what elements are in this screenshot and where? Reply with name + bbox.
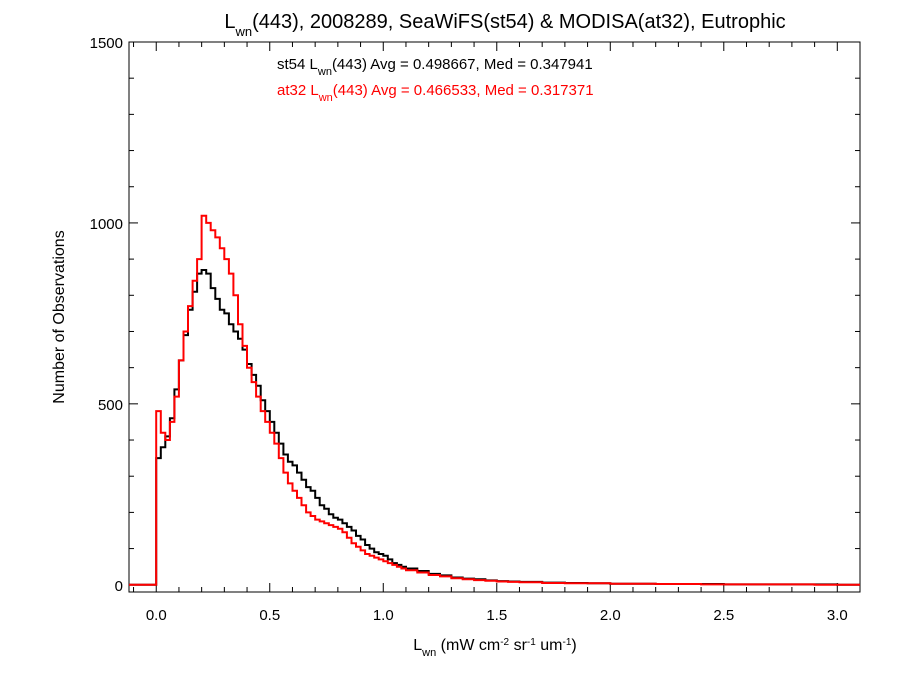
annotation-at32: at32 Lwn(443) Avg = 0.466533, Med = 0.31… <box>277 82 594 104</box>
x-tick-label: 2.0 <box>600 607 621 624</box>
x-axis-title: Lwn (mW cm-2 sr-1 um-1) <box>413 637 576 660</box>
y-tick-label: 500 <box>98 397 123 414</box>
y-tick-label: 0 <box>115 578 123 595</box>
chart-title: Lwn(443), 2008289, SeaWiFS(st54) & MODIS… <box>224 11 785 39</box>
x-tick-label: 2.5 <box>713 607 734 624</box>
x-tick-label: 0.5 <box>259 607 280 624</box>
series-at32-line <box>129 214 860 586</box>
x-axis-ticks: 0.0 0.5 1.0 1.5 2.0 2.5 3.0 <box>133 42 861 624</box>
series-layer <box>129 214 860 586</box>
x-tick-label: 0.0 <box>146 607 167 624</box>
x-tick-label: 3.0 <box>827 607 848 624</box>
annotation-st54: st54 Lwn(443) Avg = 0.498667, Med = 0.34… <box>277 56 593 78</box>
y-tick-label: 1000 <box>90 216 123 233</box>
x-tick-label: 1.5 <box>486 607 507 624</box>
y-tick-label: 1500 <box>90 35 123 52</box>
plot-frame <box>128 41 861 593</box>
x-tick-label: 1.0 <box>373 607 394 624</box>
y-axis-ticks: 0 500 1000 1500 <box>90 35 860 595</box>
y-axis-title: Number of Observations <box>51 230 68 403</box>
